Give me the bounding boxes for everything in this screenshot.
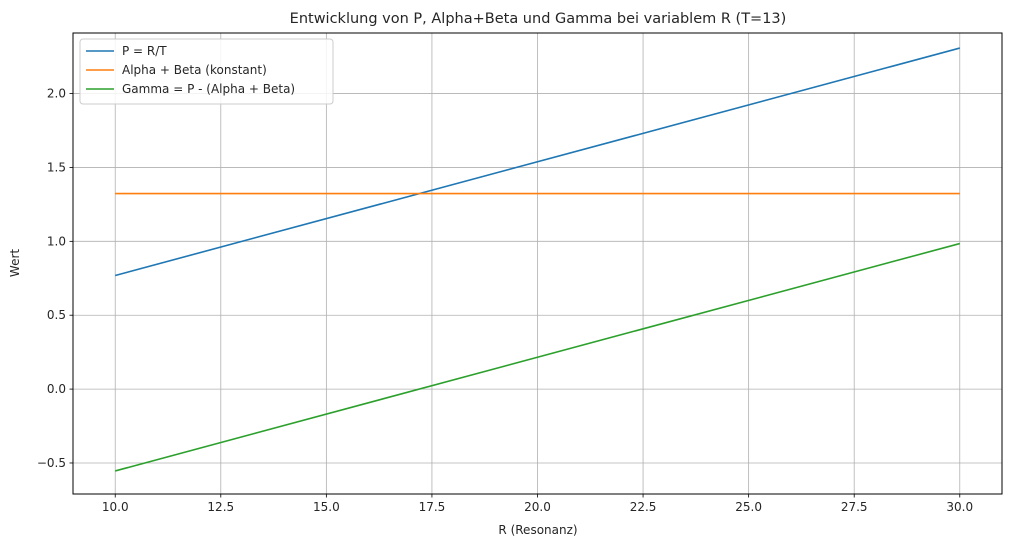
x-tick-label: 17.5 [419,500,446,514]
y-axis-label: Wert [8,249,22,277]
y-tick-label: 2.0 [47,87,66,101]
x-tick-label: 22.5 [630,500,657,514]
chart-title: Entwicklung von P, Alpha+Beta und Gamma … [290,11,787,27]
x-tick-label: 20.0 [524,500,551,514]
y-tick-label: 1.0 [47,234,66,248]
x-axis-label: R (Resonanz) [498,523,577,537]
y-tick-label: 0.0 [47,382,66,396]
legend-label-1: P = R/T [122,44,167,58]
x-tick-label: 27.5 [841,500,868,514]
y-tick-label: −0.5 [37,456,66,470]
legend-box [79,38,334,105]
legend: P = R/T Alpha + Beta (konstant) Gamma = P … [79,38,334,105]
x-tick-label: 10.0 [102,500,129,514]
axis-ticks: 10.0 12.5 15.0 17.5 20.0 22.5 25.0 27.5 30.0 −0.5… [37,87,973,514]
x-tick-label: 12.5 [207,500,234,514]
series-lines [115,47,960,472]
y-tick-label: 0.5 [47,308,66,322]
legend-label-3: Gamma = P - (Alpha + Beta) [122,82,295,96]
legend-label-2: Alpha + Beta (konstant) [122,63,267,77]
x-tick-label: 30.0 [946,500,973,514]
y-tick-label: 1.5 [47,160,66,174]
grid [73,33,1002,494]
x-tick-label: 15.0 [313,500,340,514]
series-line-3 [115,242,960,472]
x-tick-label: 25.0 [735,500,762,514]
series-line-1 [115,47,960,277]
